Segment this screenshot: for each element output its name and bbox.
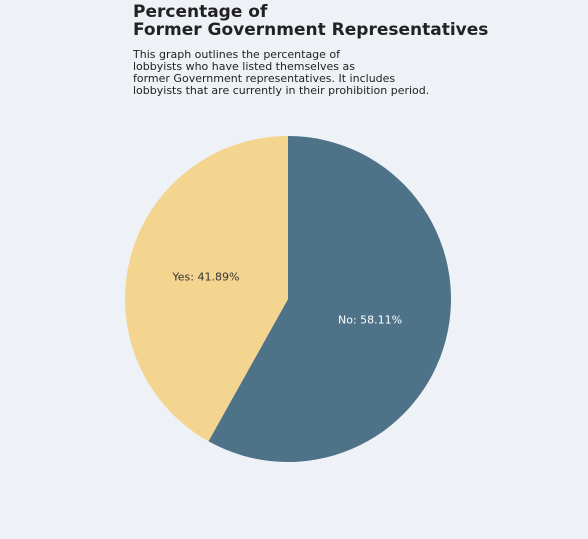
subtitle: former Government representatives. It in… <box>133 72 395 85</box>
subtitle: lobbyists that are currently in their pr… <box>133 84 429 97</box>
pie-slice <box>125 136 288 442</box>
subtitle: lobbyists who have listed themselves as <box>133 60 355 73</box>
subtitle: This graph outlines the percentage of <box>132 48 341 61</box>
slice-label: Yes: 41.89% <box>172 271 240 284</box>
pie-slice <box>208 136 452 462</box>
chart-title: Percentage of <box>133 2 268 22</box>
slice-label: No: 58.11% <box>338 313 402 326</box>
chart-title: Former Government Representatives <box>133 20 488 40</box>
